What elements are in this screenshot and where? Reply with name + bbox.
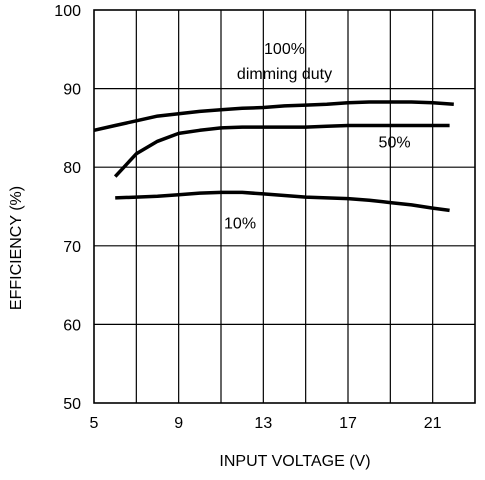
x-tick-label: 17 [339,415,357,432]
x-tick-label: 13 [254,415,272,432]
series-line-1 [93,100,454,133]
x-tick-label: 9 [174,415,183,432]
x-tick-labels: 5 9 13 17 21 [90,415,442,432]
x-axis-label: INPUT VOLTAGE (V) [219,453,370,470]
y-tick-label: 90 [63,82,81,99]
plot-frame [93,9,476,404]
grid-lines [94,10,475,403]
plot-border [93,9,476,404]
y-axis-label: EFFICIENCY (%) [8,186,25,310]
y-tick-labels: 50 60 70 80 90 100 [54,3,81,413]
series-line-2 [113,123,450,178]
annotations: 100% dimming duty 50% 10% [224,41,411,232]
annotation-label: 100% [264,41,305,58]
series-group [93,100,454,213]
y-tick-label: 80 [63,160,81,177]
y-tick-label: 70 [63,239,81,256]
y-tick-label: 50 [63,396,81,413]
annotation-label: 10% [224,216,256,233]
annotation-label: 50% [379,135,411,152]
y-tick-label: 100 [54,3,81,20]
x-tick-label: 5 [90,415,99,432]
series-line-3 [115,190,450,213]
annotation-label: dimming duty [237,66,332,83]
x-tick-label: 21 [424,415,442,432]
y-tick-label: 60 [63,317,81,334]
